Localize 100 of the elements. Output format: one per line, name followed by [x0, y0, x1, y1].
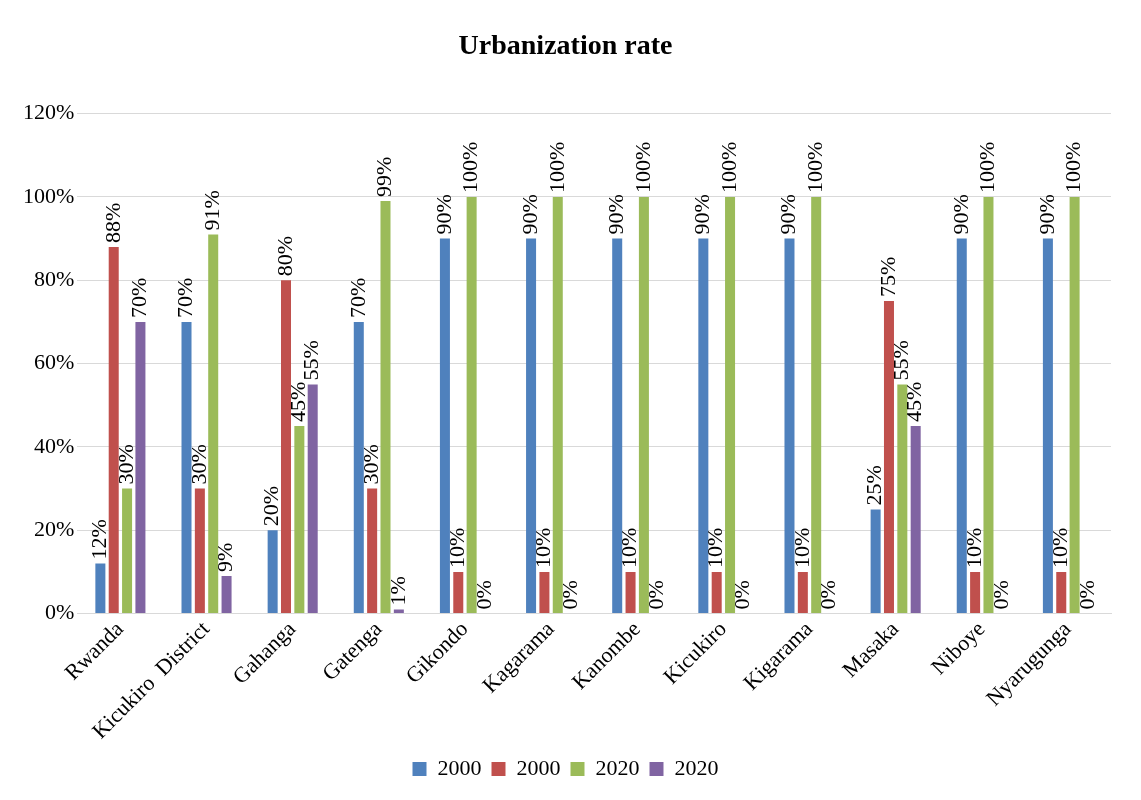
bar — [453, 571, 464, 614]
data-label: 90% — [947, 194, 973, 235]
data-label: 45% — [285, 381, 311, 423]
data-label: 55% — [888, 340, 914, 381]
legend-label: 2020 — [674, 754, 719, 780]
bar — [221, 576, 232, 614]
bar — [367, 488, 378, 614]
bar — [539, 571, 550, 614]
data-label: 0% — [729, 580, 755, 610]
data-label: 10% — [1047, 527, 1073, 568]
bar — [970, 571, 981, 614]
bar — [439, 238, 450, 614]
data-label: 20% — [258, 485, 284, 527]
bar — [711, 571, 722, 614]
data-label: 10% — [788, 527, 814, 568]
data-label: 70% — [172, 277, 198, 318]
bar — [353, 321, 364, 614]
bar — [625, 571, 636, 614]
data-label: 0% — [815, 580, 841, 610]
bar — [897, 384, 908, 614]
data-label: 90% — [602, 194, 628, 235]
data-label: 90% — [516, 194, 542, 235]
data-label: 45% — [901, 381, 927, 423]
bar — [612, 238, 623, 614]
data-label: 90% — [689, 194, 715, 235]
bar — [307, 384, 318, 614]
bar — [910, 426, 921, 614]
y-tick-label: 100% — [23, 182, 75, 208]
y-tick-label: 80% — [34, 266, 75, 292]
data-label: 80% — [271, 235, 297, 277]
bar — [811, 196, 822, 614]
bar — [208, 234, 219, 614]
bar — [1056, 571, 1067, 614]
bar — [698, 238, 709, 614]
data-label: 10% — [616, 527, 642, 568]
bar — [122, 488, 133, 614]
y-tick-label: 120% — [23, 99, 75, 125]
data-label: 88% — [99, 202, 125, 243]
bar — [294, 426, 305, 614]
data-label: 10% — [530, 527, 556, 568]
data-label: 90% — [775, 194, 801, 235]
data-label: 1% — [384, 576, 410, 606]
data-label: 91% — [198, 190, 224, 231]
bar — [181, 321, 192, 614]
y-tick-label: 20% — [34, 516, 75, 542]
data-label: 0% — [470, 580, 496, 610]
bar — [194, 488, 205, 614]
bar — [552, 196, 563, 614]
data-label: 100% — [715, 141, 741, 193]
bar — [466, 196, 477, 614]
bar — [108, 246, 119, 614]
data-label: 10% — [702, 527, 728, 568]
bar — [135, 321, 146, 614]
bar — [638, 196, 649, 614]
data-label: 0% — [987, 580, 1013, 610]
data-label: 70% — [344, 277, 370, 318]
data-label: 25% — [861, 465, 887, 506]
bar — [380, 201, 391, 614]
bar — [95, 563, 106, 614]
data-label: 90% — [1033, 194, 1059, 235]
data-label: 100% — [974, 141, 1000, 193]
data-label: 100% — [1060, 141, 1086, 193]
bar — [1069, 196, 1080, 614]
data-label: 9% — [212, 542, 238, 573]
data-label: 30% — [112, 444, 138, 485]
data-label: 30% — [185, 444, 211, 485]
data-label: 100% — [801, 141, 827, 193]
bar — [280, 280, 292, 614]
bar — [956, 238, 967, 614]
y-tick-label: 60% — [34, 349, 75, 375]
bar — [526, 238, 537, 614]
legend-label: 2000 — [437, 754, 482, 780]
bar — [983, 196, 994, 614]
data-label: 90% — [430, 194, 456, 235]
data-label: 10% — [960, 527, 986, 568]
data-label: 55% — [298, 340, 324, 381]
y-tick-label: 40% — [34, 432, 75, 458]
chart-title: Urbanization rate — [458, 29, 673, 61]
bar — [870, 509, 881, 614]
bar — [797, 571, 808, 614]
data-label: 30% — [357, 444, 383, 485]
bar — [267, 530, 278, 614]
bar — [725, 196, 736, 614]
bar — [883, 301, 894, 614]
data-label: 75% — [874, 256, 900, 298]
legend-label: 2000 — [516, 754, 561, 780]
data-label: 99% — [371, 156, 397, 198]
data-label: 100% — [629, 141, 655, 193]
bar — [393, 609, 404, 614]
legend-label: 2020 — [595, 754, 640, 780]
data-label: 12% — [86, 519, 112, 560]
data-label: 0% — [1073, 580, 1099, 610]
bar — [784, 238, 795, 614]
data-label: 70% — [126, 277, 152, 318]
data-label: 100% — [543, 141, 569, 193]
data-label: 0% — [556, 580, 582, 610]
data-label: 100% — [457, 141, 483, 193]
y-tick-label: 0% — [45, 599, 75, 625]
data-label: 10% — [444, 527, 470, 568]
data-label: 0% — [643, 580, 669, 610]
